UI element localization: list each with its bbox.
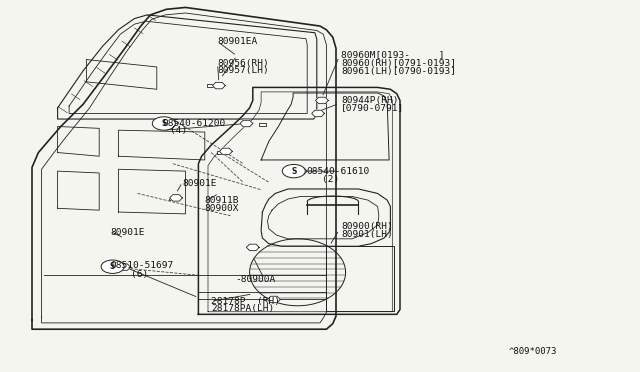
Polygon shape [294, 168, 307, 174]
Text: 80961(LH)[0790-0193]: 80961(LH)[0790-0193] [341, 67, 456, 76]
Bar [326, 246, 394, 311]
Polygon shape [240, 120, 253, 127]
Text: (2): (2) [322, 175, 339, 184]
Text: ^809*0073: ^809*0073 [508, 347, 557, 356]
Polygon shape [118, 264, 131, 270]
Text: (6): (6) [131, 270, 148, 279]
Circle shape [101, 260, 124, 273]
Text: S: S [291, 167, 296, 176]
Text: 80944P(RH): 80944P(RH) [341, 96, 399, 105]
Text: 80957(LH): 80957(LH) [218, 66, 269, 75]
Text: S: S [161, 119, 166, 128]
Polygon shape [312, 110, 324, 117]
Polygon shape [316, 97, 328, 104]
Polygon shape [246, 244, 259, 251]
Polygon shape [220, 148, 232, 155]
Polygon shape [268, 296, 280, 303]
Text: 80900X: 80900X [205, 204, 239, 213]
Text: 80901E: 80901E [182, 179, 217, 187]
Bar [118, 266, 125, 269]
Polygon shape [212, 82, 225, 89]
Bar [259, 123, 266, 126]
Text: 80960(RH)[0791-0193]: 80960(RH)[0791-0193] [341, 59, 456, 68]
Text: 80901(LH): 80901(LH) [341, 230, 393, 239]
Text: 08540-61200: 08540-61200 [162, 119, 225, 128]
Circle shape [152, 117, 175, 130]
Text: 28178P  (RH): 28178P (RH) [211, 297, 280, 306]
Polygon shape [170, 195, 182, 201]
Bar [207, 84, 215, 87]
Text: S: S [110, 262, 115, 271]
Text: 80960M[0193-     ]: 80960M[0193- ] [341, 51, 445, 60]
Text: 08540-61610: 08540-61610 [306, 167, 369, 176]
Text: -80900A: -80900A [236, 275, 276, 284]
Text: 80900(RH): 80900(RH) [341, 222, 393, 231]
Bar [169, 198, 177, 201]
Text: 28178PA(LH): 28178PA(LH) [211, 304, 275, 313]
Text: 08510-51697: 08510-51697 [110, 262, 173, 270]
Text: 80901E: 80901E [110, 228, 145, 237]
Bar [217, 151, 225, 154]
Circle shape [282, 164, 305, 178]
Text: [0790-0791]: [0790-0791] [341, 103, 404, 112]
Text: 80901EA: 80901EA [218, 37, 258, 46]
Text: 80911B: 80911B [205, 196, 239, 205]
Text: (4): (4) [170, 126, 187, 135]
Text: 80956(RH): 80956(RH) [218, 60, 269, 68]
